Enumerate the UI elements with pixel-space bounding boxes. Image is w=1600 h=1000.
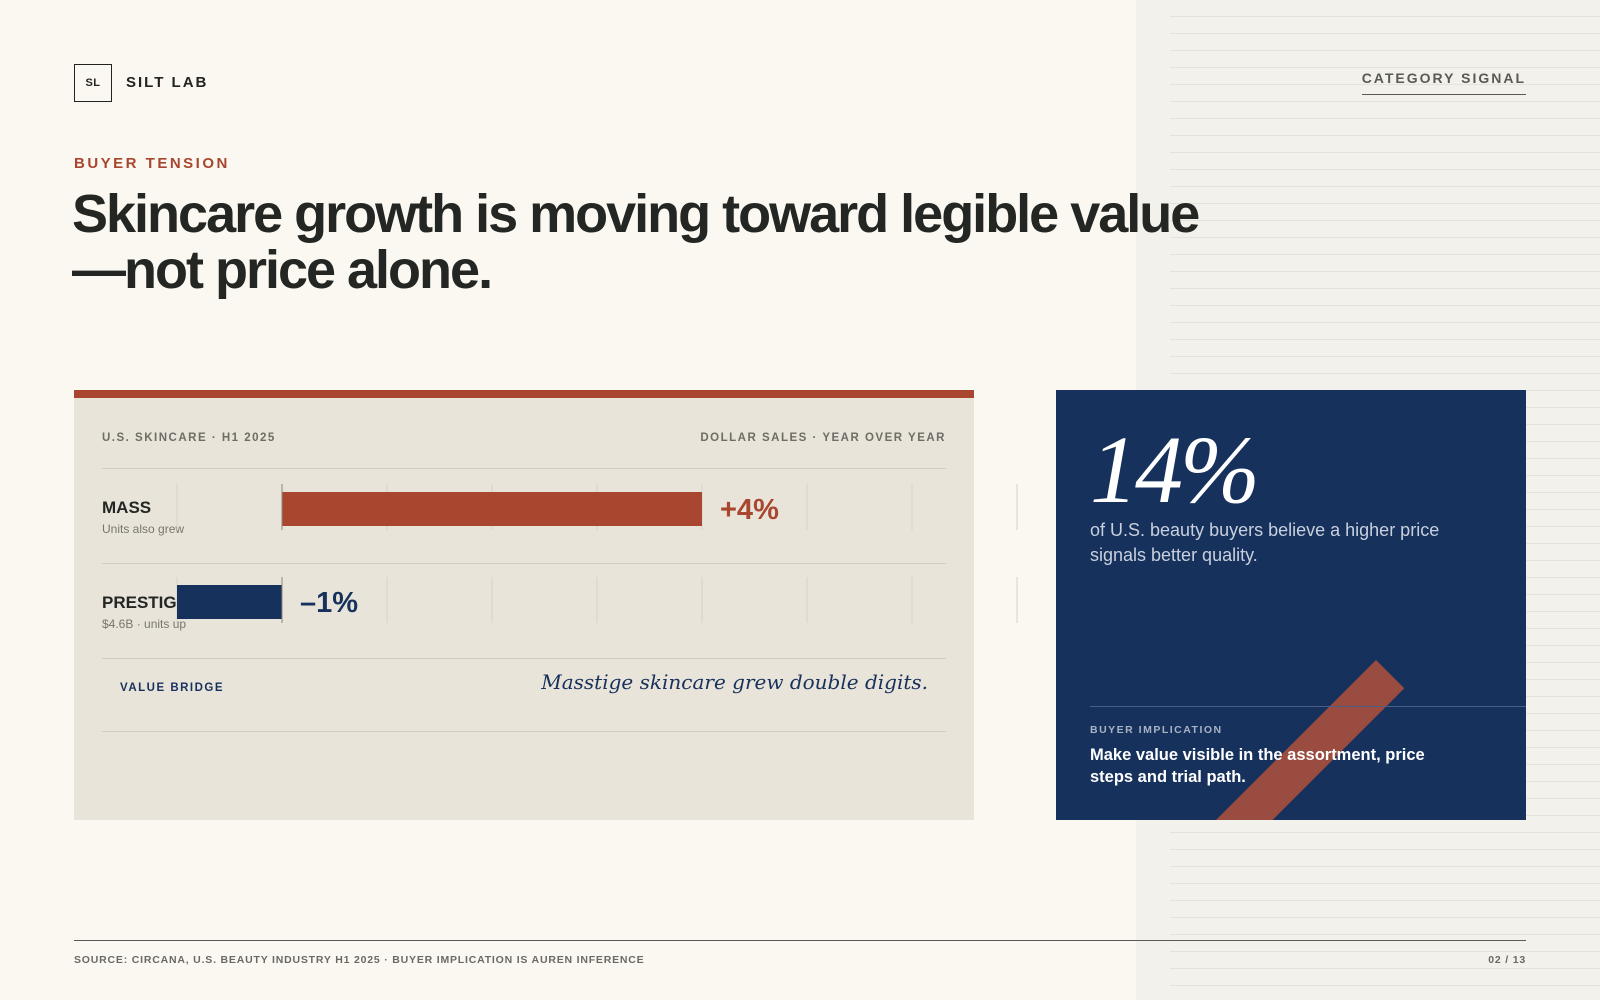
chart-card: U.S. SKINCARE · H1 2025 DOLLAR SALES · Y… (74, 390, 1018, 820)
implication-text: Make value visible in the assortment, pr… (1090, 746, 1425, 786)
title-line-2: —not price alone. (72, 240, 493, 300)
bar-mass (282, 492, 702, 526)
implication-label: BUYER IMPLICATION (1090, 724, 1223, 736)
category-label-prestige: PRESTIGE (102, 593, 188, 612)
stat-number: 14% (1090, 416, 1260, 523)
category-note-mass: Units also grew (102, 522, 185, 536)
value-bridge-label: VALUE BRIDGE (120, 682, 225, 694)
section-tag: CATEGORY SIGNAL (1361, 70, 1526, 95)
value-label-mass: +4% (720, 494, 779, 526)
footer-source: SOURCE: CIRCANA, U.S. BEAUTY INDUSTRY H1… (74, 954, 645, 966)
stat-card: 14% of U.S. beauty buyers believe a high… (1056, 390, 1526, 820)
stat-divider (1090, 706, 1526, 707)
category-label-mass: MASS (102, 498, 152, 517)
chart-divider-mid (102, 563, 946, 564)
chart-divider-bottom (102, 658, 946, 659)
page-title: Skincare growth is moving toward legible… (72, 186, 1232, 298)
value-bridge-quote: Masstige skincare grew double digits. (541, 670, 928, 694)
stat-description: of U.S. beauty buyers believe a higher p… (1090, 520, 1440, 565)
category-note-prestige: $4.6B · units up (102, 617, 187, 631)
chart-subtitle: DOLLAR SALES · YEAR OVER YEAR (700, 432, 946, 444)
title-line-1: Skincare growth is moving toward legible… (72, 184, 1200, 244)
brand-logo-mark: SL (74, 64, 112, 102)
bar-prestige (177, 585, 282, 619)
chart-title: U.S. SKINCARE · H1 2025 (102, 432, 276, 444)
brand-name: SILT LAB (126, 74, 209, 91)
bridge-divider (102, 731, 946, 732)
kicker: BUYER TENSION (74, 155, 230, 172)
bar-chart: +4% –1% (176, 484, 1018, 623)
footer-rule (74, 940, 1526, 941)
page-number: 02 / 13 (1488, 954, 1526, 966)
value-label-prestige: –1% (300, 587, 358, 619)
chart-divider-top (102, 468, 946, 469)
accent-stripe (1192, 660, 1405, 820)
